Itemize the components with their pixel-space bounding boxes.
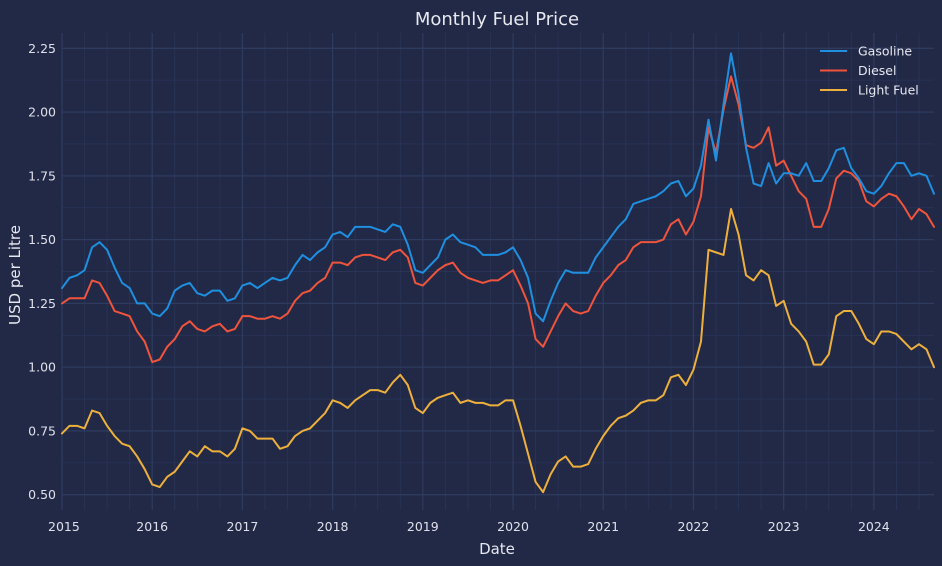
y-tick-label: 1.75 <box>28 168 56 183</box>
legend-label-diesel: Diesel <box>858 63 896 78</box>
series-layer <box>61 52 935 494</box>
x-tick-label: 2020 <box>497 519 529 534</box>
x-tick-label: 2021 <box>587 519 619 534</box>
x-tick-label: 2024 <box>858 519 890 534</box>
x-tick-label: 2023 <box>768 519 800 534</box>
x-tick-label: 2018 <box>317 519 349 534</box>
series-line-diesel <box>61 75 935 364</box>
x-tick-label: 2017 <box>227 519 259 534</box>
y-axis-ticks: 0.50 0.75 1.00 1.25 1.50 1.75 2.00 2.25 <box>28 41 56 502</box>
y-tick-label: 2.25 <box>28 41 56 56</box>
x-tick-label: 2015 <box>48 519 80 534</box>
legend-label-gasoline: Gasoline <box>858 44 912 59</box>
series-line-light-fuel <box>61 208 935 494</box>
y-axis-label: USD per Litre <box>6 225 24 325</box>
legend: Gasoline Diesel Light Fuel <box>820 44 919 98</box>
y-tick-label: 1.25 <box>28 296 56 311</box>
x-axis-label: Date <box>479 540 515 558</box>
y-tick-label: 1.00 <box>28 360 56 375</box>
x-tick-label: 2019 <box>407 519 439 534</box>
y-tick-label: 1.50 <box>28 232 56 247</box>
x-axis-ticks: 2015 2016 2017 2018 2019 2020 2021 2022 2023 2024 <box>48 519 890 534</box>
series-line-gasoline <box>61 52 935 323</box>
x-tick-label: 2016 <box>136 519 168 534</box>
legend-label-light-fuel: Light Fuel <box>858 83 919 98</box>
y-tick-label: 0.50 <box>28 487 56 502</box>
chart-title: Monthly Fuel Price <box>415 9 579 30</box>
y-tick-label: 0.75 <box>28 423 56 438</box>
x-tick-label: 2022 <box>678 519 710 534</box>
y-tick-label: 2.00 <box>28 105 56 120</box>
